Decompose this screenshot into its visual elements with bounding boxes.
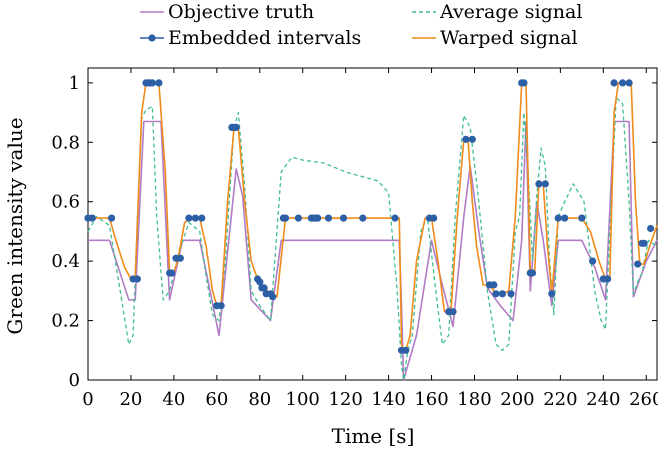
embedded-interval-point [647,224,655,233]
embedded-interval-point [619,79,627,87]
embedded-interval-point [155,79,163,87]
embedded-interval-point [541,180,549,188]
embedded-interval-point [554,214,562,222]
embedded-interval-point [185,214,193,222]
embedded-interval-point [402,346,410,354]
embedded-interval-point [578,214,586,222]
legend-label: Warped signal [440,27,578,49]
embedded-interval-point [191,214,199,222]
embedded-interval-markers [84,79,655,354]
legend-item-average-signal: Average signal [412,1,582,23]
embedded-interval-point [88,214,96,222]
axis-ticks: 0 20 40 60 80 100 120 140 160 180 200 220 240 260 0 0.2… [51,68,658,410]
embedded-interval-point [498,290,506,298]
x-tick-label: 200 [500,389,534,410]
legend-item-warped-signal: Warped signal [412,27,578,49]
embedded-interval-point [314,214,322,222]
legend-item-objective-truth: Objective truth [140,1,314,23]
embedded-interval-point [604,275,612,283]
y-tick-label: 0.8 [51,132,80,153]
x-tick-label: 160 [414,389,448,410]
x-tick-label: 0 [82,389,93,410]
embedded-interval-point [133,275,141,283]
embedded-interval-point [462,135,470,143]
embedded-interval-point [108,214,116,222]
x-tick-label: 240 [586,389,620,410]
plot-frame [87,67,658,381]
embedded-interval-point [256,278,264,286]
x-tick-label: 80 [248,389,271,410]
embedded-interval-point [359,214,367,222]
y-tick-label: 1 [69,73,80,94]
embedded-interval-point [148,79,156,87]
embedded-interval-point [610,79,618,87]
plot-area: 0 20 40 60 80 100 120 140 160 180 200 220 240 260 0 0.2… [51,67,658,410]
y-tick-label: 0.4 [51,251,80,272]
embedded-interval-point [324,214,333,222]
embedded-interval-point [625,79,633,87]
embedded-interval-point [391,214,399,222]
legend: Objective truth Average signal Embedded in… [140,1,582,49]
y-tick-label: 0 [69,370,80,391]
legend-item-embedded-intervals: Embedded intervals [140,27,361,49]
embedded-interval-point [217,302,225,310]
embedded-interval-point [589,257,597,265]
embedded-interval-point [260,284,268,292]
x-tick-label: 120 [328,389,362,410]
y-axis-label: Green intensity value [3,117,27,334]
x-tick-label: 140 [371,389,405,410]
x-axis-label: Time [s] [332,424,415,448]
embedded-interval-point [176,254,184,262]
x-tick-label: 220 [543,389,577,410]
series-line-warped-signal [88,82,658,352]
embedded-interval-point [269,293,277,301]
x-tick-label: 180 [457,389,491,410]
embedded-interval-point [430,214,438,222]
embedded-interval-point [490,281,498,289]
embedded-interval-point [520,79,528,87]
x-tick-label: 100 [286,389,320,410]
y-tick-label: 0.2 [51,311,80,332]
embedded-interval-point [232,123,240,131]
embedded-interval-point [281,214,290,222]
series-line-objective-truth [88,120,658,381]
x-tick-label: 40 [162,389,185,410]
embedded-interval-point [634,260,642,268]
embedded-interval-point [492,290,500,298]
embedded-interval-point [640,239,648,247]
embedded-interval-point [168,269,176,277]
y-tick-label: 0.6 [51,192,80,213]
embedded-interval-point [507,290,515,298]
embedded-interval-point [561,214,569,222]
embedded-interval-point [294,214,302,222]
x-tick-label: 260 [629,389,658,410]
legend-label: Objective truth [168,1,314,23]
embedded-interval-point [449,308,457,316]
embedded-interval-point [535,180,543,188]
embedded-interval-point [548,290,556,298]
legend-label: Embedded intervals [168,27,361,49]
x-tick-label: 60 [205,389,228,410]
legend-label: Average signal [439,1,582,23]
embedded-interval-point [468,135,476,143]
legend-marker [148,34,156,42]
embedded-interval-point [339,214,348,222]
series-line-average-signal [87,97,658,381]
series-layer [87,82,658,381]
embedded-interval-point [528,269,537,277]
x-tick-label: 20 [119,389,142,410]
embedded-interval-point [198,214,206,222]
